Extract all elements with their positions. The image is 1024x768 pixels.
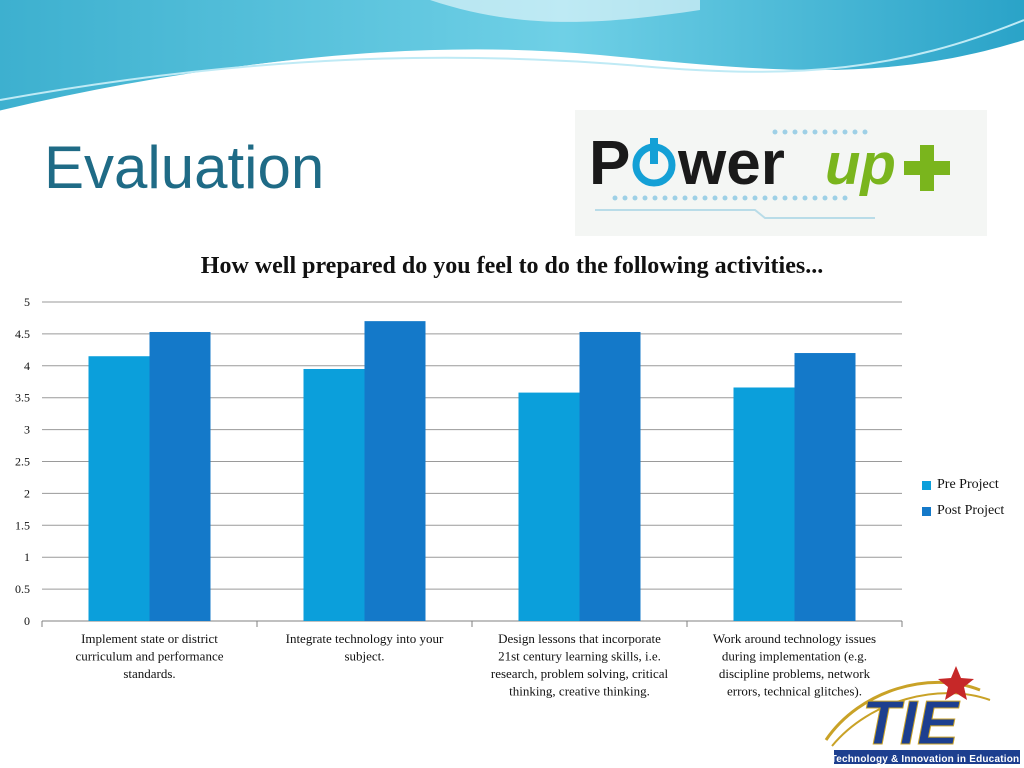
- x-category-label: standards.: [123, 666, 175, 681]
- y-tick-label: 3: [24, 423, 30, 437]
- bar-post-project: [794, 353, 856, 621]
- x-category-label: Implement state or district: [81, 631, 218, 646]
- star-icon: [938, 666, 974, 700]
- y-tick-label: 0.5: [15, 582, 30, 596]
- bar-pre-project: [733, 387, 795, 621]
- power-icon: [632, 138, 676, 187]
- chart-legend: Pre Project Post Project: [922, 472, 1004, 524]
- tie-logo: TIE: [824, 666, 1020, 764]
- bar-post-project: [149, 331, 211, 621]
- x-category-label: subject.: [344, 649, 384, 664]
- svg-text:P: P: [589, 129, 630, 198]
- y-tick-label: 2: [24, 486, 30, 500]
- y-tick-label: 3.5: [15, 391, 30, 405]
- svg-text:TIE: TIE: [862, 689, 960, 758]
- x-category-label: during implementation (e.g.: [722, 649, 867, 664]
- legend-label: Pre Project: [937, 477, 999, 492]
- bar-pre-project: [518, 392, 580, 621]
- bar-chart: 0 0.5 1 1.5 2 2.5 3 3.5 4 4.5 5 Implement state or …: [15, 295, 903, 699]
- legend-item-post-project: Post Project: [922, 498, 1004, 524]
- legend-label: Post Project: [937, 503, 1005, 518]
- chart-title: How well prepared do you feel to do the …: [200, 253, 824, 279]
- bar-pre-project: [303, 368, 365, 621]
- y-tick-label: 1.5: [15, 518, 30, 532]
- y-tick-label: 4.5: [15, 327, 30, 341]
- x-category-label: Integrate technology into your: [286, 631, 444, 646]
- slide-title: Evaluation: [44, 134, 325, 201]
- x-category-label: curriculum and performance: [76, 649, 224, 664]
- bar-pre-project: [88, 356, 150, 621]
- y-tick-label: 1: [24, 550, 30, 564]
- x-category-label: Work around technology issues: [713, 631, 876, 646]
- x-category-label: thinking, creative thinking.: [509, 684, 650, 699]
- power-up-logo: P wer up: [575, 110, 987, 236]
- header-wave-decoration: [0, 0, 1024, 114]
- svg-text:wer: wer: [677, 129, 785, 198]
- y-tick-label: 5: [24, 295, 30, 309]
- x-category-label: discipline problems, network: [719, 666, 871, 681]
- x-category-label: errors, technical glitches).: [727, 684, 862, 699]
- y-tick-label: 4: [24, 359, 30, 373]
- bar-post-project: [579, 331, 641, 621]
- tie-tagline: Technology & Innovation in Education: [830, 754, 1020, 765]
- bar-post-project: [364, 321, 426, 621]
- svg-text:up: up: [825, 132, 896, 197]
- x-category-label: 21st century learning skills, i.e.: [498, 649, 661, 664]
- y-tick-label: 2.5: [15, 455, 30, 469]
- y-tick-label: 0: [24, 614, 30, 628]
- legend-swatch: [922, 506, 931, 516]
- legend-item-pre-project: Pre Project: [922, 472, 1004, 498]
- legend-swatch: [922, 480, 931, 490]
- x-category-label: Design lessons that incorporate: [498, 631, 661, 646]
- x-category-label: research, problem solving, critical: [491, 666, 669, 681]
